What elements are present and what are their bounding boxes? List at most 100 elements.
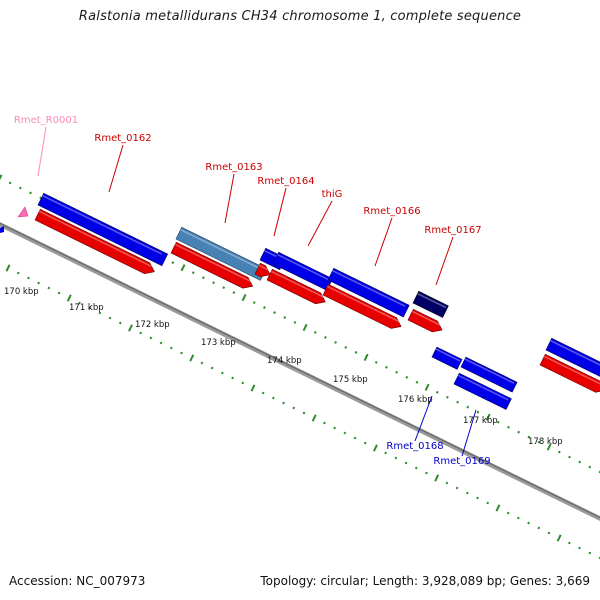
gene-rmet-0169-highlight [457, 374, 509, 401]
tick-mark-inner [311, 414, 317, 422]
accession-label: Accession: NC_007973 [9, 574, 146, 588]
tick-mark-inner [516, 516, 520, 520]
tick-mark-inner [27, 276, 30, 280]
cds-rmet-0164-highlight [258, 264, 272, 272]
tick-mark-inner [404, 461, 408, 465]
tick-mark-outer [344, 345, 348, 349]
gene-label[interactable]: Rmet_0162 [94, 133, 151, 144]
gene-label[interactable]: Rmet_0167 [424, 225, 481, 236]
tick-mark-inner [537, 526, 541, 530]
backbone-line [0, 221, 600, 522]
gene-label[interactable]: Rmet_R0001 [14, 115, 78, 126]
cds-rmet-0162-highlight [38, 210, 152, 267]
tick-mark-outer [324, 336, 327, 339]
scale-label: 172 kbp [135, 320, 170, 330]
tick-mark-outer [415, 380, 419, 384]
cds-rmet-0164[interactable] [254, 262, 271, 277]
tick-mark-inner [527, 521, 530, 525]
scale-label: 178 kbp [528, 437, 563, 447]
scale-label: 173 kbp [201, 338, 236, 348]
gene-right-edge[interactable] [545, 337, 600, 380]
gene-label-leader [461, 409, 477, 457]
tick-mark-outer [517, 430, 521, 434]
tick-mark-inner [292, 406, 296, 410]
tick-mark-inner [210, 366, 214, 370]
scale-label: 176 kbp [398, 395, 433, 405]
gene-label[interactable]: Rmet_0168 [386, 441, 443, 452]
cds-right-edge-highlight [543, 355, 600, 385]
tick-mark-outer [537, 440, 541, 444]
tick-mark-inner [88, 306, 92, 310]
cds-thig[interactable] [266, 268, 326, 305]
tick-mark-inner [231, 376, 234, 380]
tick-mark-inner [37, 281, 41, 285]
gene-label[interactable]: Rmet_0166 [363, 206, 420, 217]
tick-mark-inner [47, 286, 51, 290]
gene-left-edge[interactable] [0, 226, 4, 233]
gene-rmet-0169-part-highlight [464, 358, 515, 384]
tick-mark-outer [476, 410, 480, 414]
tick-mark-outer [273, 311, 276, 314]
gene-rmet-0168[interactable] [431, 346, 463, 370]
tick-mark-outer [202, 276, 205, 280]
tick-mark-outer [18, 186, 22, 190]
cds-right-edge[interactable] [539, 353, 600, 393]
scale-label: 174 kbp [267, 356, 302, 366]
tick-mark-outer [354, 350, 358, 354]
tick-mark-inner [434, 474, 440, 482]
cds-rmet-0167-highlight [411, 310, 443, 327]
gene-label-leader [435, 236, 454, 286]
tick-mark-outer [39, 196, 43, 200]
tick-mark-outer [578, 460, 582, 464]
tick-mark-outer [546, 443, 552, 451]
tick-mark-inner [363, 441, 367, 445]
cds-rmet-0166-highlight [326, 285, 400, 323]
gene-rmet-r0001[interactable] [17, 206, 29, 218]
gene-rmet-0166[interactable] [327, 267, 410, 318]
cds-rmet-0163-highlight [174, 243, 252, 283]
tick-mark-inner [465, 491, 469, 495]
gene-label-leader [414, 395, 433, 442]
gene-rmet-0167[interactable] [412, 290, 449, 318]
tick-mark-inner [476, 496, 479, 500]
tick-mark-inner [169, 346, 173, 350]
tick-mark-inner [567, 541, 571, 545]
tick-mark-inner [323, 421, 326, 425]
tick-mark-inner [495, 504, 501, 512]
gene-thig-highlight [277, 253, 330, 281]
cds-rmet-0162[interactable] [34, 208, 155, 274]
genome-summary: Topology: circular; Length: 3,928,089 bp… [260, 574, 590, 588]
tick-mark-outer [527, 435, 531, 439]
tick-mark-inner [241, 381, 245, 385]
tick-mark-outer [29, 191, 32, 195]
tick-mark-inner [5, 264, 11, 272]
tick-mark-outer [191, 271, 195, 275]
tick-mark-inner [302, 411, 306, 415]
tick-mark-outer [241, 294, 247, 302]
tick-mark-outer [302, 323, 308, 332]
gene-label[interactable]: Rmet_0163 [205, 162, 262, 173]
cds-rmet-0163[interactable] [170, 241, 254, 289]
gene-rmet-0169[interactable] [453, 372, 512, 410]
tick-mark-inner [66, 294, 72, 302]
gene-label[interactable]: thiG [322, 189, 343, 200]
tick-mark-inner [588, 551, 592, 555]
gene-rmet-0169-part[interactable] [460, 356, 518, 393]
gene-label[interactable]: Rmet_0164 [257, 176, 314, 187]
gene-label[interactable]: Rmet_0169 [433, 456, 490, 467]
cds-rmet-0166[interactable] [322, 283, 402, 329]
gene-rmet-0167-highlight [417, 292, 447, 309]
cds-rmet-0167[interactable] [407, 308, 443, 333]
tick-mark-outer [313, 331, 317, 334]
gene-label-leader [37, 126, 47, 177]
tick-mark-inner [414, 466, 418, 470]
tick-mark-inner [486, 501, 490, 505]
tick-mark-outer [568, 455, 571, 459]
cds-thig-highlight [270, 270, 326, 299]
tick-mark-inner [159, 341, 163, 345]
gene-rmet-0162[interactable] [37, 192, 169, 267]
tick-mark-outer [385, 365, 388, 369]
tick-mark-outer [496, 420, 500, 424]
tick-mark-outer [171, 261, 175, 265]
